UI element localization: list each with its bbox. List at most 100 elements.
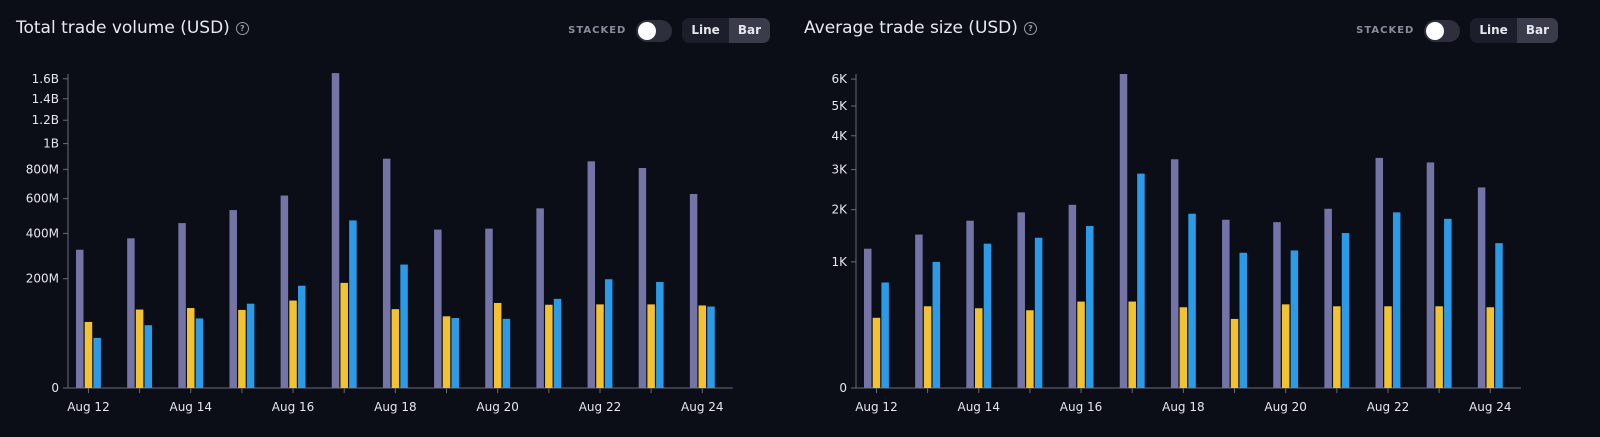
bar-purple[interactable]	[1017, 212, 1025, 388]
bar-purple[interactable]	[587, 161, 596, 388]
bar-yellow[interactable]	[1026, 310, 1034, 388]
x-tick-label: Aug 24	[681, 400, 724, 414]
y-tick-label: 5K	[831, 99, 848, 113]
bar-yellow[interactable]	[698, 305, 707, 388]
bar-yellow[interactable]	[442, 316, 451, 388]
bar-yellow[interactable]	[1128, 301, 1136, 388]
bar-blue[interactable]	[1137, 173, 1145, 388]
stacked-toggle[interactable]	[636, 19, 673, 42]
bar-mode-button[interactable]: Bar	[728, 18, 770, 43]
bar-blue[interactable]	[93, 337, 101, 388]
bar-blue[interactable]	[1495, 243, 1503, 388]
bar-yellow[interactable]	[391, 309, 400, 388]
bar-blue[interactable]	[451, 318, 459, 388]
bar-purple[interactable]	[1324, 208, 1332, 388]
toggle-knob	[1426, 21, 1445, 40]
bar-purple[interactable]	[1273, 222, 1281, 388]
bar-purple[interactable]	[638, 167, 647, 388]
bar-blue[interactable]	[144, 325, 153, 388]
bar-blue[interactable]	[502, 318, 511, 388]
y-tick-label: 0	[51, 381, 59, 395]
bar-yellow[interactable]	[238, 309, 246, 388]
bar-yellow[interactable]	[1281, 304, 1290, 388]
bar-yellow[interactable]	[493, 302, 502, 388]
volume-chart-panel: Total trade volume (USD) ? STACKED Line …	[0, 0, 780, 437]
bar-purple[interactable]	[382, 158, 391, 388]
bar-blue[interactable]	[195, 318, 204, 388]
bar-purple[interactable]	[76, 249, 84, 388]
bar-yellow[interactable]	[647, 304, 655, 388]
bar-blue[interactable]	[400, 264, 408, 388]
bar-blue[interactable]	[1239, 252, 1247, 388]
bar-yellow[interactable]	[84, 321, 93, 388]
bar-yellow[interactable]	[975, 308, 983, 388]
bar-purple[interactable]	[485, 228, 493, 388]
bar-yellow[interactable]	[135, 309, 144, 388]
bar-blue[interactable]	[1034, 237, 1043, 388]
bar-purple[interactable]	[536, 208, 544, 388]
bar-blue[interactable]	[604, 279, 613, 388]
bar-purple[interactable]	[1222, 219, 1230, 388]
bar-yellow[interactable]	[289, 300, 297, 388]
help-circle-icon[interactable]: ?	[235, 21, 249, 35]
bar-yellow[interactable]	[923, 306, 932, 388]
bar-blue[interactable]	[983, 243, 992, 388]
bar-yellow[interactable]	[1486, 307, 1495, 388]
bar-yellow[interactable]	[1179, 307, 1188, 388]
bar-yellow[interactable]	[872, 317, 881, 388]
bar-blue[interactable]	[1086, 226, 1094, 388]
help-circle-icon[interactable]: ?	[1023, 21, 1037, 35]
bar-blue[interactable]	[349, 220, 357, 388]
bar-purple[interactable]	[1068, 204, 1077, 388]
bar-purple[interactable]	[1477, 187, 1486, 388]
bar-purple[interactable]	[1426, 162, 1435, 388]
bar-blue[interactable]	[298, 285, 306, 388]
bar-purple[interactable]	[331, 73, 340, 388]
bar-purple[interactable]	[178, 223, 186, 388]
bar-blue[interactable]	[881, 282, 889, 388]
bar-blue[interactable]	[553, 298, 562, 388]
bar-yellow[interactable]	[187, 308, 195, 388]
bar-purple[interactable]	[229, 210, 237, 388]
bar-blue[interactable]	[1188, 213, 1196, 388]
bar-blue[interactable]	[707, 306, 715, 388]
bar-yellow[interactable]	[1435, 306, 1443, 388]
bar-purple[interactable]	[1119, 74, 1128, 388]
bar-mode-button[interactable]: Bar	[1516, 18, 1558, 43]
bar-purple[interactable]	[127, 238, 135, 388]
bar-purple[interactable]	[915, 234, 923, 388]
bar-yellow[interactable]	[1384, 306, 1392, 388]
bar-purple[interactable]	[1375, 157, 1384, 388]
bar-yellow[interactable]	[340, 282, 348, 388]
line-mode-button[interactable]: Line	[1479, 23, 1508, 37]
bar-purple[interactable]	[434, 229, 442, 388]
bar-yellow[interactable]	[1333, 306, 1341, 388]
bar-yellow[interactable]	[596, 304, 604, 388]
y-tick-label: 6K	[831, 72, 848, 86]
bar-yellow[interactable]	[1230, 318, 1239, 388]
bar-blue[interactable]	[932, 261, 941, 388]
bar-purple[interactable]	[1170, 159, 1179, 388]
stacked-label: STACKED	[568, 25, 627, 36]
avg-size-chart-title-row: Average trade size (USD) ?	[804, 18, 1037, 38]
stacked-label: STACKED	[1356, 25, 1415, 36]
x-tick-label: Aug 24	[1469, 400, 1512, 414]
line-mode-button[interactable]: Line	[691, 23, 720, 37]
bar-blue[interactable]	[246, 303, 255, 388]
bar-blue[interactable]	[1444, 218, 1452, 388]
x-tick-label: Aug 22	[579, 400, 622, 414]
bar-blue[interactable]	[1290, 250, 1299, 388]
bar-purple[interactable]	[864, 248, 872, 388]
chart-mode-switch: Line Bar	[682, 18, 770, 43]
bar-yellow[interactable]	[545, 304, 553, 388]
bar-purple[interactable]	[280, 195, 289, 388]
bar-purple[interactable]	[966, 220, 974, 388]
bar-blue[interactable]	[1341, 233, 1350, 388]
stacked-toggle[interactable]	[1424, 19, 1461, 42]
bar-purple[interactable]	[689, 193, 698, 388]
bar-blue[interactable]	[656, 282, 664, 388]
volume-chart-controls: STACKED Line Bar	[568, 18, 770, 43]
x-tick-label: Aug 16	[1060, 400, 1103, 414]
bar-blue[interactable]	[1392, 212, 1401, 388]
bar-yellow[interactable]	[1077, 301, 1085, 388]
